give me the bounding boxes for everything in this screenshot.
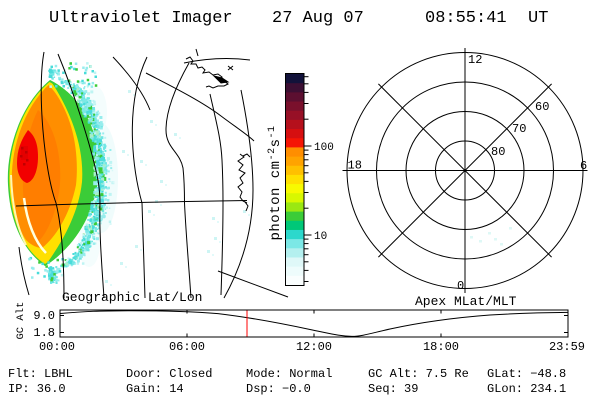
svg-text:23:59: 23:59	[549, 340, 585, 354]
svg-text:GLat: −48.8: GLat: −48.8	[487, 367, 566, 381]
svg-text:10: 10	[314, 231, 327, 243]
svg-text:Door: Closed: Door: Closed	[126, 367, 212, 381]
svg-text:IP: 36.0: IP: 36.0	[8, 382, 66, 396]
svg-text:Gain: 14: Gain: 14	[126, 382, 184, 396]
svg-text:12:00: 12:00	[296, 340, 332, 354]
svg-text:00:00: 00:00	[39, 340, 75, 354]
svg-text:1.8: 1.8	[33, 326, 55, 340]
svg-text:photon cm-2s-1: photon cm-2s-1	[267, 125, 284, 240]
svg-text:06:00: 06:00	[169, 340, 205, 354]
svg-text:Ultraviolet Imager: Ultraviolet Imager	[49, 9, 233, 28]
svg-text:6: 6	[580, 159, 587, 173]
svg-text:9.0: 9.0	[33, 309, 55, 323]
svg-text:Mode: Normal: Mode: Normal	[246, 367, 332, 381]
svg-text:0: 0	[457, 279, 464, 293]
svg-text:Geographic Lat/Lon: Geographic Lat/Lon	[62, 290, 202, 305]
svg-text:18: 18	[348, 159, 362, 173]
svg-text:GC Alt: 7.5 Re: GC Alt: 7.5 Re	[368, 367, 469, 381]
svg-text:08:55:41: 08:55:41	[425, 9, 507, 28]
svg-text:GC Alt: GC Alt	[15, 302, 27, 340]
svg-text:18:00: 18:00	[423, 340, 459, 354]
svg-text:UT: UT	[528, 9, 548, 28]
svg-text:Dsp: −0.0: Dsp: −0.0	[246, 382, 311, 396]
svg-text:12: 12	[468, 53, 482, 67]
svg-text:Apex MLat/MLT: Apex MLat/MLT	[415, 294, 517, 309]
svg-text:27 Aug 07: 27 Aug 07	[272, 9, 364, 28]
svg-text:70: 70	[512, 122, 526, 136]
svg-text:Flt: LBHL: Flt: LBHL	[8, 367, 73, 381]
svg-text:100: 100	[314, 142, 334, 154]
svg-text:60: 60	[535, 100, 549, 114]
svg-text:Seq: 39: Seq: 39	[368, 382, 418, 396]
svg-text:80: 80	[491, 145, 505, 159]
svg-text:GLon: 234.1: GLon: 234.1	[487, 382, 566, 396]
